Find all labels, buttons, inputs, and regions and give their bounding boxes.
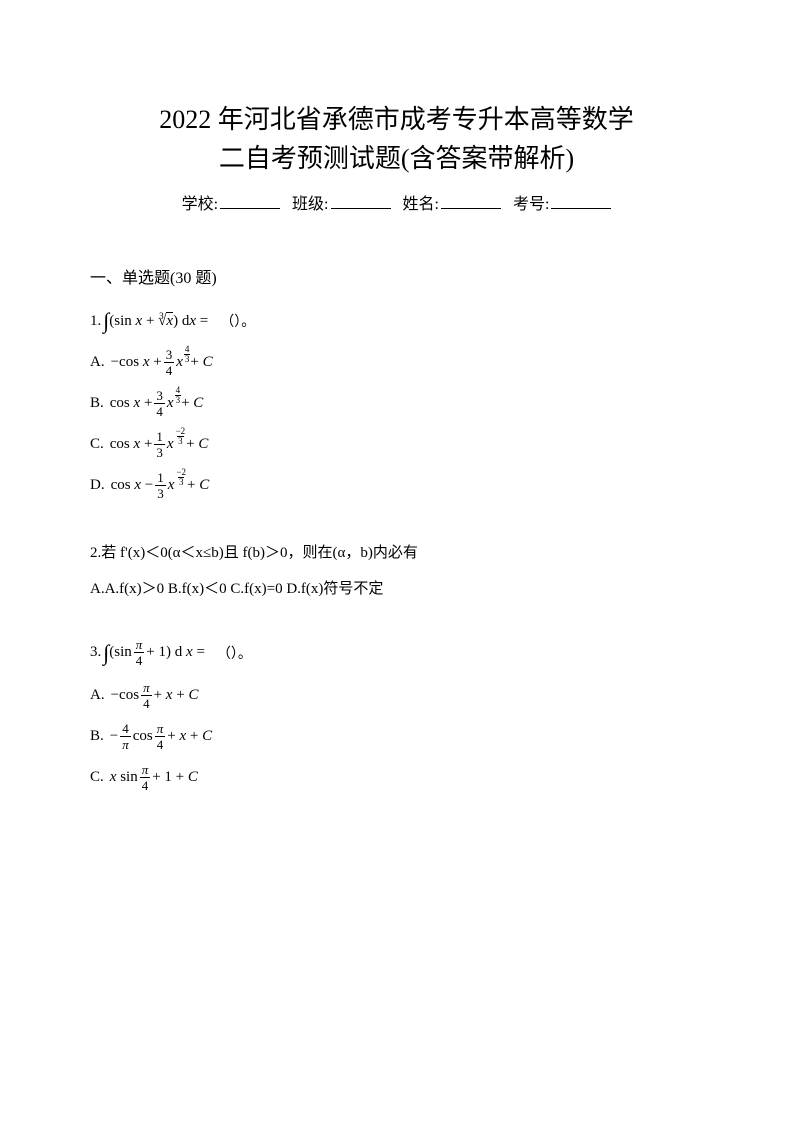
exam-no-field: 考号: bbox=[513, 190, 611, 214]
question-1: 1. ∫(sin x + √x) dx = （）。 A. −cos x + 34… bbox=[90, 308, 703, 500]
class-field: 班级: bbox=[292, 190, 390, 214]
class-blank[interactable] bbox=[331, 193, 391, 209]
exam-no-blank[interactable] bbox=[551, 193, 611, 209]
q3-stem: 3. ∫(sin π4 + 1) d x = （）。 bbox=[90, 638, 703, 667]
exam-title: 2022 年河北省承德市成考专升本高等数学 二自考预测试题(含答案带解析) bbox=[90, 100, 703, 178]
q2-options: A.A.f(x)＞0 B.f(x)＜0 C.f(x)=0 D.f(x)符号不定 bbox=[90, 577, 703, 598]
school-blank[interactable] bbox=[220, 193, 280, 209]
q3-option-b: B. − 4π cos π4 + x + C bbox=[90, 722, 703, 751]
name-field: 姓名: bbox=[403, 190, 501, 214]
q1-option-a: A. −cos x + 34 x43 + C bbox=[90, 348, 703, 377]
title-line-1: 2022 年河北省承德市成考专升本高等数学 bbox=[90, 100, 703, 139]
q3-option-c: C. x sin π4 + 1 + C bbox=[90, 763, 703, 792]
q2-stem: 2.若 f'(x)＜0(α＜x≤b)且 f(b)＞0，则在(α，b)内必有 bbox=[90, 540, 703, 567]
question-3: 3. ∫(sin π4 + 1) d x = （）。 A. −cos π4 + … bbox=[90, 638, 703, 792]
name-blank[interactable] bbox=[441, 193, 501, 209]
q1-stem: 1. ∫(sin x + √x) dx = （）。 bbox=[90, 308, 703, 334]
q1-integral-expr: ∫(sin x + √x) dx = bbox=[103, 308, 208, 334]
section-1-header: 一、单选题(30 题) bbox=[90, 264, 703, 288]
student-info-line: 学校: 班级: 姓名: 考号: bbox=[90, 190, 703, 214]
title-line-2: 二自考预测试题(含答案带解析) bbox=[90, 139, 703, 178]
question-2: 2.若 f'(x)＜0(α＜x≤b)且 f(b)＞0，则在(α，b)内必有 A.… bbox=[90, 540, 703, 598]
q1-option-d: D. cos x − 13 x−23 + C bbox=[90, 471, 703, 500]
q1-option-c: C. cos x + 13 x−23 + C bbox=[90, 430, 703, 459]
school-field: 学校: bbox=[182, 190, 280, 214]
q3-integral-expr: ∫(sin π4 + 1) d x = bbox=[103, 638, 205, 667]
q3-option-a: A. −cos π4 + x + C bbox=[90, 681, 703, 710]
q1-option-b: B. cos x + 34 x43 + C bbox=[90, 389, 703, 418]
